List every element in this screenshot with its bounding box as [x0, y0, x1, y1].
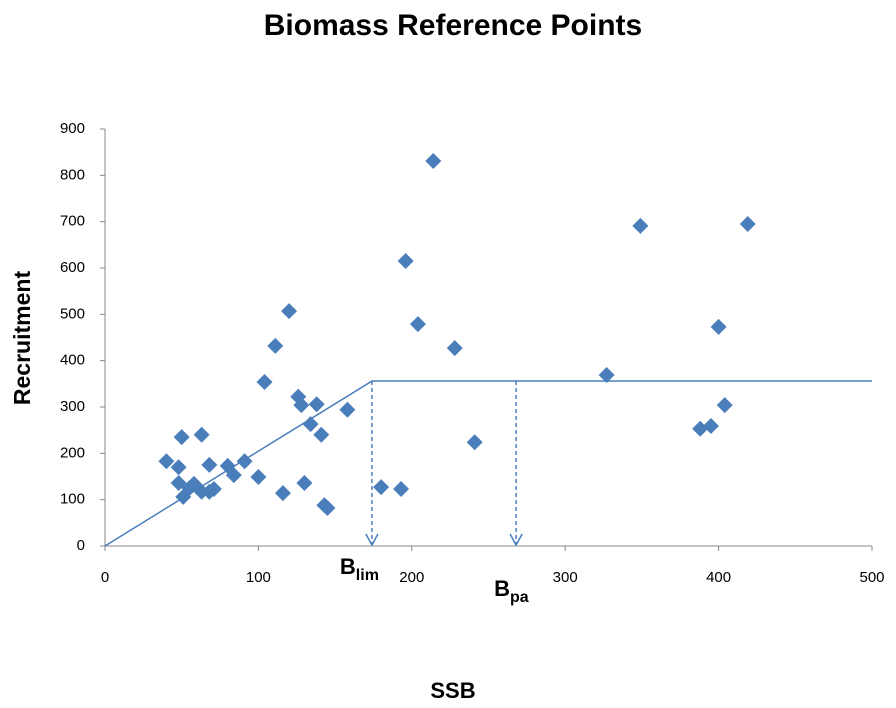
y-tick-label: 500 [60, 305, 85, 322]
point [598, 367, 615, 384]
point [313, 426, 330, 443]
point [170, 459, 187, 476]
point [446, 340, 463, 357]
point [425, 152, 442, 169]
x-tick-label: 200 [399, 569, 424, 586]
point [250, 468, 267, 485]
point [319, 500, 336, 517]
point [716, 397, 733, 414]
annotation-label: Blim [340, 554, 379, 584]
point [274, 485, 291, 502]
point [393, 481, 410, 498]
point [702, 417, 719, 434]
annotation-text: B [494, 576, 510, 601]
y-tick-label: 800 [60, 166, 85, 183]
y-tick-label: 300 [60, 398, 85, 415]
point [236, 453, 253, 470]
point [397, 253, 414, 270]
annotation-text: B [340, 554, 356, 579]
point [158, 453, 175, 470]
y-tick-label: 200 [60, 444, 85, 461]
arrow-head [509, 533, 523, 547]
point [308, 396, 325, 413]
point [293, 397, 310, 414]
annotation-label: Bpa [494, 576, 529, 606]
point [710, 318, 727, 335]
y-axis-title: Recruitment [9, 271, 35, 406]
point [173, 429, 190, 446]
y-tick-label: 0 [77, 537, 85, 554]
chart-title: Biomass Reference Points [264, 9, 642, 42]
x-axis-title: SSB [430, 678, 475, 703]
point [466, 434, 483, 451]
point [256, 373, 273, 390]
point [373, 479, 390, 496]
annotation-subscript: pa [510, 589, 529, 606]
point [296, 474, 313, 491]
point [267, 337, 284, 354]
x-tick-label: 0 [101, 569, 109, 586]
annotation-subscript: lim [356, 567, 379, 584]
x-tick-label: 300 [553, 569, 578, 586]
point [193, 426, 210, 443]
arrow-head [365, 533, 379, 547]
x-tick-label: 100 [246, 569, 271, 586]
reference-line [104, 380, 872, 547]
point [205, 481, 222, 498]
point [632, 217, 649, 234]
point [201, 456, 218, 473]
y-tick-label: 600 [60, 259, 85, 276]
y-tick-label: 700 [60, 213, 85, 230]
y-tick-label: 400 [60, 352, 85, 369]
point [339, 401, 356, 418]
x-tick-label: 500 [859, 569, 884, 586]
y-tick-label: 900 [60, 120, 85, 137]
point [409, 316, 426, 333]
point [302, 416, 319, 433]
y-tick-label: 100 [60, 491, 85, 508]
x-tick-label: 400 [706, 569, 731, 586]
point [225, 467, 242, 484]
point [281, 303, 298, 320]
point [739, 215, 756, 232]
